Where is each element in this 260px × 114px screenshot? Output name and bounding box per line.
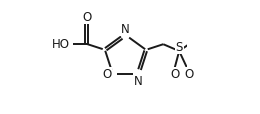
Text: O: O: [170, 68, 179, 81]
Text: N: N: [121, 23, 130, 36]
Text: S: S: [176, 41, 183, 53]
Text: O: O: [102, 68, 111, 81]
Text: O: O: [82, 11, 91, 24]
Text: HO: HO: [52, 38, 70, 51]
Text: O: O: [185, 68, 194, 81]
Text: N: N: [134, 74, 142, 87]
